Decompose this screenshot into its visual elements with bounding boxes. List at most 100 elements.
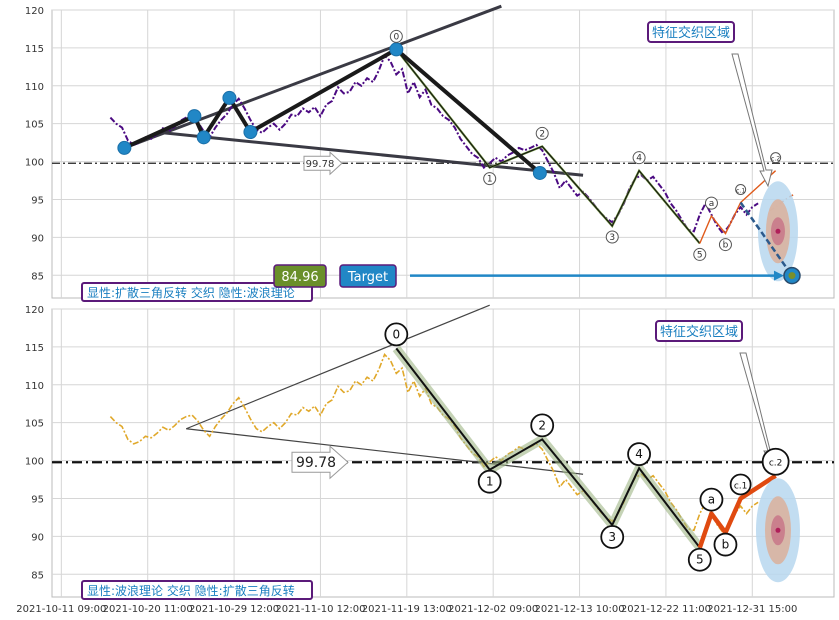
y-tick-label: 110 bbox=[25, 381, 44, 392]
top-caption-label: 显性:扩散三角反转 交织 隐性:波浪理论 bbox=[87, 285, 295, 300]
bottom-wave-label-circle bbox=[687, 547, 712, 572]
y-tick-label: 105 bbox=[25, 120, 44, 131]
top-triangle-point bbox=[196, 130, 211, 145]
top-feature-zone-arrow bbox=[731, 53, 773, 188]
top-triangle-point bbox=[117, 140, 132, 155]
top-wave-line bbox=[395, 49, 701, 244]
bottom-caption-box: 显性:波浪理论 交织 隐性:扩散三角反转 bbox=[81, 580, 313, 600]
y-tick-label: 90 bbox=[31, 233, 44, 244]
bottom-wave-label-text: c.1 bbox=[734, 481, 748, 491]
top-grid bbox=[52, 9, 834, 298]
top-wave-label-circle bbox=[704, 196, 718, 210]
y-tick-label: 120 bbox=[25, 305, 44, 316]
top-panel-layer: 0 1 2 3 4 5 a b c.1 c.2 99.78 bbox=[52, 4, 834, 285]
top-wave-label-text: 0 bbox=[393, 32, 399, 42]
top-target-projection bbox=[739, 201, 794, 277]
bottom-wave-label-text: c.2 bbox=[769, 459, 783, 469]
top-target-point-core bbox=[788, 272, 796, 280]
top-wave-label-text: 3 bbox=[609, 233, 615, 243]
top-hline-tag bbox=[303, 151, 343, 176]
bottom-wave-label-circle bbox=[699, 487, 724, 512]
x-tick-label: 2021-12-31 15:00 bbox=[707, 604, 797, 615]
bottom-wave-label-circle bbox=[713, 532, 738, 557]
top-triangle-point bbox=[389, 42, 404, 57]
top-wave-label-circle bbox=[483, 172, 497, 186]
y-tick-label: 95 bbox=[31, 195, 44, 206]
y-tick-label: 120 bbox=[25, 6, 44, 17]
x-tick-label: 2021-10-29 12:00 bbox=[189, 604, 279, 615]
y-tick-label: 90 bbox=[31, 532, 44, 543]
bottom-triangle-upper-line bbox=[185, 304, 490, 430]
x-tick-label: 2021-11-10 12:00 bbox=[275, 604, 365, 615]
x-tick-label: 2021-12-02 09:00 bbox=[448, 604, 538, 615]
top-wave-label-text: c.2 bbox=[771, 156, 780, 163]
y-tick-label: 85 bbox=[31, 570, 44, 581]
y-tick-label: 115 bbox=[25, 343, 44, 354]
bottom-panel-frame bbox=[51, 308, 835, 598]
bottom-wave-label-circle bbox=[530, 413, 555, 438]
top-wave-label-text: 4 bbox=[636, 154, 642, 164]
bottom-wave-label-circle bbox=[627, 442, 651, 467]
top-triangle-point bbox=[222, 90, 237, 105]
target-badge-label: Target bbox=[347, 270, 388, 285]
x-tick-label: 2021-10-11 09:00 bbox=[16, 604, 106, 615]
top-wave-label-text: c.1 bbox=[736, 188, 745, 195]
bottom-wave-label-circle bbox=[729, 473, 752, 496]
y-tick-label: 115 bbox=[25, 44, 44, 55]
top-wave-label-text: a bbox=[709, 199, 715, 209]
top-wave-label-circle bbox=[535, 126, 549, 140]
top-triangle-point bbox=[187, 109, 202, 124]
top-wave-label-circle bbox=[770, 152, 782, 164]
bottom-target-zone-center bbox=[775, 527, 781, 533]
x-tick-label: 2021-12-13 10:00 bbox=[534, 604, 624, 615]
top-wave-label-circle bbox=[389, 29, 403, 43]
bottom-wave-label-text: 4 bbox=[635, 447, 643, 461]
top-triangle-upper-line bbox=[123, 4, 502, 150]
bottom-wave-label-circle bbox=[600, 525, 625, 549]
price-badge: 84.96 bbox=[273, 264, 327, 288]
y-tick-label: 100 bbox=[25, 158, 44, 169]
target-badge: Target bbox=[339, 264, 397, 288]
bottom-feature-zone-box: 特征交织区域 bbox=[655, 320, 743, 342]
x-tick-label: 2021-12-22 11:00 bbox=[621, 604, 711, 615]
bottom-hline-tag-text: 99.78 bbox=[296, 455, 336, 471]
bottom-wave-label-circle bbox=[384, 322, 409, 347]
top-triangle-lower-line bbox=[162, 131, 584, 177]
top-wave-label-text: b bbox=[723, 241, 729, 251]
top-wave-label-circle bbox=[735, 184, 747, 196]
bottom-wave-label-circle bbox=[477, 469, 502, 494]
bottom-grid bbox=[52, 308, 834, 597]
y-tick-label: 105 bbox=[25, 419, 44, 430]
top-wave-label-circle bbox=[693, 247, 707, 261]
bottom-wave-label-text: 0 bbox=[392, 327, 400, 341]
top-y-axis: 85 90 95 100 105 110 115 120 bbox=[25, 6, 44, 282]
top-target-zone-center bbox=[775, 228, 781, 234]
x-tick-label: 2021-10-20 11:00 bbox=[103, 604, 193, 615]
top-wave-label-text: 5 bbox=[697, 250, 703, 260]
bottom-hline-tag bbox=[291, 445, 349, 480]
top-wave-label-circle bbox=[718, 238, 732, 252]
top-wave-label-circle bbox=[632, 151, 646, 165]
top-triangle-point bbox=[243, 125, 258, 140]
top-feature-zone-label: 特征交织区域 bbox=[652, 25, 730, 41]
price-badge-label: 84.96 bbox=[281, 270, 318, 285]
bottom-wave-label-text: 3 bbox=[608, 530, 616, 544]
top-wave-label-text: 2 bbox=[539, 129, 545, 139]
bottom-wave-label-text: a bbox=[708, 493, 715, 507]
bottom-wave-label-circle bbox=[761, 447, 790, 476]
top-wave-label-circle bbox=[605, 230, 619, 244]
bottom-y-axis: 85 90 95 100 105 110 115 120 bbox=[25, 305, 44, 581]
top-price-series bbox=[109, 53, 759, 236]
top-wave-label-text: 1 bbox=[487, 175, 493, 185]
top-triangle-point bbox=[532, 165, 547, 180]
top-target-arrow-head bbox=[773, 270, 784, 281]
y-tick-label: 110 bbox=[25, 82, 44, 93]
y-tick-label: 100 bbox=[25, 457, 44, 468]
top-abc-line bbox=[699, 170, 777, 244]
top-hline-tag-text: 99.78 bbox=[306, 159, 335, 170]
bottom-triangle-lower-line bbox=[186, 428, 584, 475]
y-tick-label: 95 bbox=[31, 494, 44, 505]
bottom-wave-label-text: 5 bbox=[696, 553, 704, 567]
